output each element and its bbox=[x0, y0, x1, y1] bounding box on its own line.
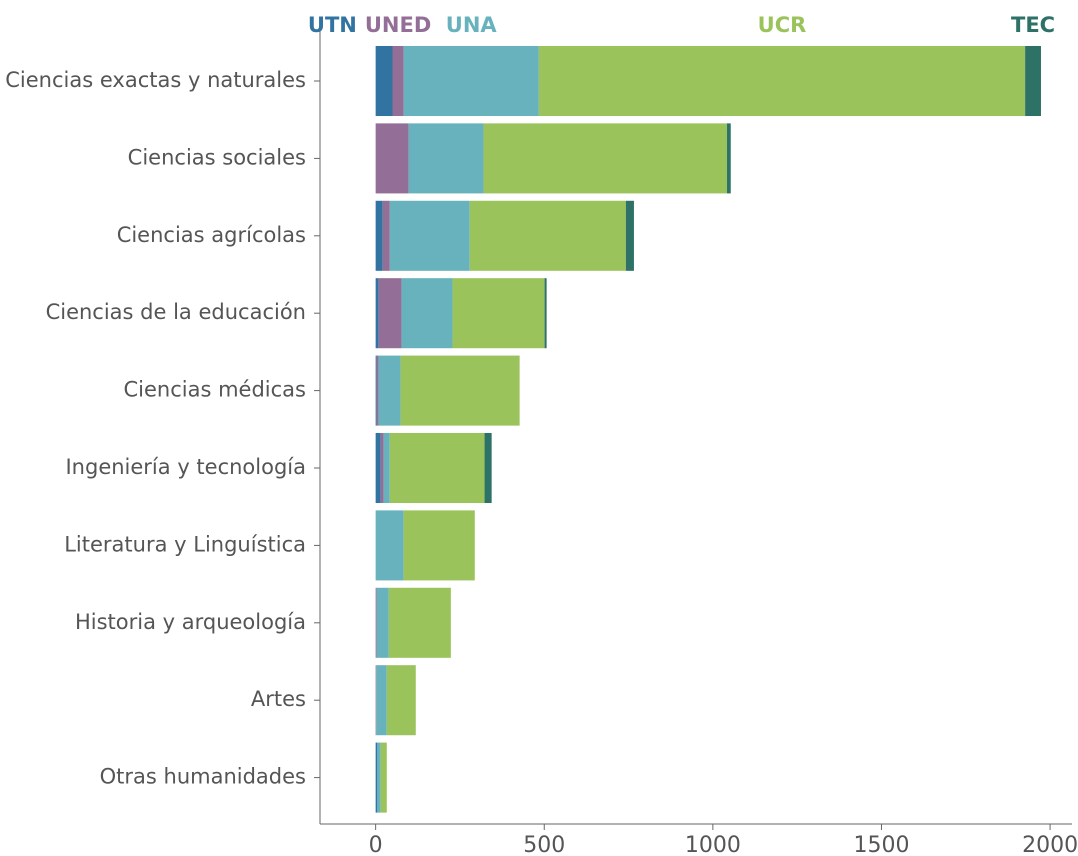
x-tick-label: 0 bbox=[369, 833, 383, 856]
bar-segment bbox=[400, 355, 520, 426]
legend-label: TEC bbox=[1011, 13, 1055, 37]
y-tick-label: Ciencias exactas y naturales bbox=[5, 68, 306, 92]
legend-label: UCR bbox=[758, 13, 807, 37]
bar-segment bbox=[484, 432, 492, 504]
x-tick-label: 2000 bbox=[1022, 833, 1078, 856]
bar-segment bbox=[380, 432, 384, 504]
bar-segment bbox=[408, 123, 484, 194]
x-tick-label: 1500 bbox=[853, 833, 909, 856]
y-tick-label: Otras humanidades bbox=[100, 765, 306, 789]
y-tick-label: Ciencias médicas bbox=[124, 378, 307, 402]
y-tick-label: Ciencias de la educación bbox=[46, 300, 306, 324]
y-tick-label: Historia y arqueología bbox=[75, 610, 306, 634]
y-tick-label: Ingeniería y tecnología bbox=[65, 455, 306, 479]
y-tick-label: Artes bbox=[251, 687, 306, 711]
bar-segment bbox=[392, 45, 404, 117]
bar-segment bbox=[375, 200, 383, 271]
bar-segment bbox=[389, 200, 470, 271]
bar-segment bbox=[376, 355, 379, 426]
bar-segment bbox=[727, 123, 731, 194]
y-tick-label: Ciencias agrícolas bbox=[117, 223, 306, 247]
bar-segment bbox=[452, 278, 545, 349]
bar-segment bbox=[388, 587, 451, 658]
bar-segment bbox=[625, 200, 634, 271]
bar-segment bbox=[380, 742, 387, 813]
bar-segment bbox=[386, 665, 416, 736]
legend-label: UNA bbox=[446, 13, 498, 37]
bar-segment bbox=[544, 278, 547, 349]
bar-segment bbox=[389, 432, 485, 504]
bar-segment bbox=[403, 510, 475, 581]
bar-segment bbox=[378, 355, 401, 426]
bar-segment bbox=[376, 587, 389, 658]
bar-segment bbox=[403, 45, 539, 117]
bar-segment bbox=[375, 510, 404, 581]
bar-segment bbox=[375, 665, 377, 736]
bar-segment bbox=[401, 278, 453, 349]
x-tick-label: 1000 bbox=[685, 833, 741, 856]
bar-segment bbox=[375, 742, 378, 813]
bar-segment bbox=[376, 665, 387, 736]
legend-label: UTN bbox=[308, 13, 357, 37]
bar-segment bbox=[383, 432, 390, 504]
bar-segment bbox=[378, 278, 402, 349]
bar-segment bbox=[538, 45, 1026, 117]
bar-segment bbox=[375, 355, 377, 426]
legend-label: UNED bbox=[365, 13, 431, 37]
bar-segment bbox=[382, 200, 390, 271]
bar-segment bbox=[375, 45, 393, 117]
bar-segment bbox=[375, 587, 377, 658]
bar-segment bbox=[375, 123, 409, 194]
bar-segment bbox=[375, 432, 381, 504]
bar-segment bbox=[469, 200, 626, 271]
bar-segment bbox=[483, 123, 728, 194]
bar-segment bbox=[1025, 45, 1041, 117]
x-tick-label: 500 bbox=[523, 833, 565, 856]
bar-segment bbox=[377, 742, 381, 813]
bar-segment bbox=[375, 278, 379, 349]
y-tick-label: Literatura y Linguística bbox=[64, 532, 306, 556]
y-tick-label: Ciencias sociales bbox=[128, 145, 306, 169]
